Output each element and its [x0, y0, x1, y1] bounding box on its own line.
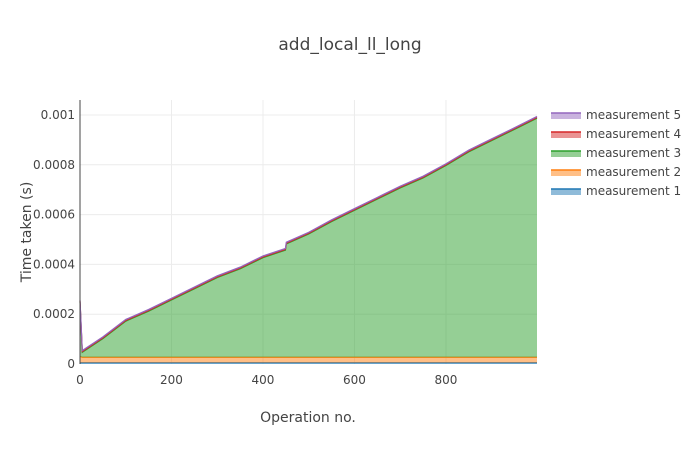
- legend: measurement 5 measurement 4 measurement 3 m…: [551, 108, 681, 198]
- x-tick-labels: 0 200 400 600 800: [76, 373, 457, 387]
- legend-label: measurement 5: [586, 108, 681, 122]
- y-tick-label: 0.001: [41, 108, 75, 122]
- legend-item: measurement 4: [551, 127, 681, 141]
- legend-swatch: [551, 189, 581, 195]
- chart-title: add_local_ll_long: [278, 35, 421, 55]
- area-measurement-3: [80, 118, 537, 358]
- y-tick-label: 0: [67, 357, 75, 371]
- x-tick-label: 400: [252, 373, 275, 387]
- y-tick-label: 0.0006: [33, 208, 75, 222]
- legend-label: measurement 3: [586, 146, 681, 160]
- legend-item: measurement 3: [551, 146, 681, 160]
- legend-swatch: [551, 113, 581, 119]
- legend-item: measurement 1: [551, 184, 681, 198]
- legend-label: measurement 1: [586, 184, 681, 198]
- y-axis-label: Time taken (s): [19, 182, 35, 284]
- legend-label: measurement 4: [586, 127, 681, 141]
- y-tick-label: 0.0008: [33, 158, 75, 172]
- series-areas: [79, 115, 538, 364]
- x-tick-label: 600: [343, 373, 366, 387]
- legend-item: measurement 2: [551, 165, 681, 179]
- legend-swatch: [551, 170, 581, 176]
- y-tick-label: 0.0002: [33, 307, 75, 321]
- x-tick-label: 800: [435, 373, 458, 387]
- legend-swatch: [551, 132, 581, 138]
- legend-label: measurement 2: [586, 165, 681, 179]
- legend-item: measurement 5: [551, 108, 681, 122]
- x-tick-label: 200: [160, 373, 183, 387]
- y-tick-labels: 0 0.0002 0.0004 0.0006 0.0008 0.001: [33, 108, 75, 371]
- line-measurement-5: [79, 115, 538, 352]
- x-tick-label: 0: [76, 373, 84, 387]
- y-tick-label: 0.0004: [33, 257, 75, 271]
- x-axis-label: Operation no.: [260, 410, 356, 426]
- legend-swatch: [551, 151, 581, 157]
- area-measurement-5: [80, 116, 537, 352]
- area-measurement-2: [80, 356, 537, 363]
